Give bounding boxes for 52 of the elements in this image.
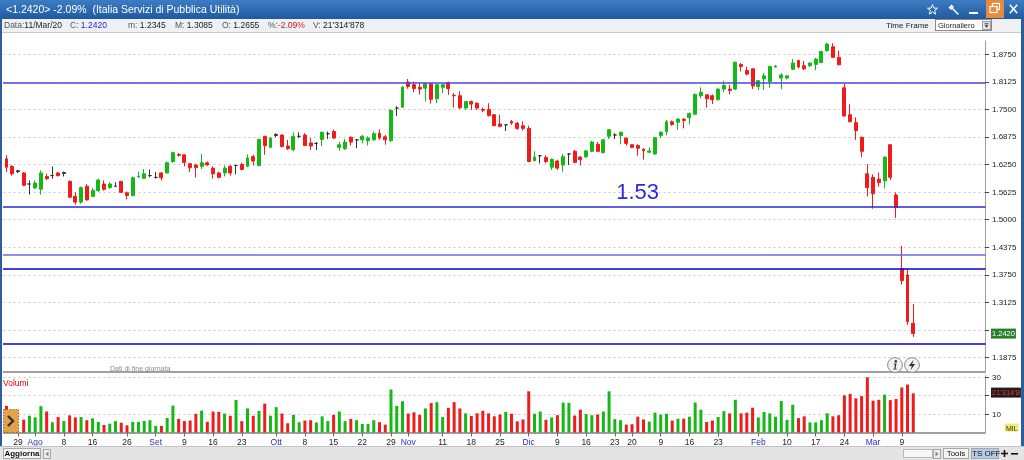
y-tick-label: 1.5625 <box>992 187 1018 197</box>
x-tick-label: 29 <box>13 437 23 447</box>
y-tick-label: 1.8125 <box>992 77 1018 87</box>
x-tick-label: 20 <box>627 437 638 447</box>
y-tick-label: 1.3750 <box>992 270 1018 280</box>
y-tick-label: 1.4375 <box>992 242 1018 252</box>
x-tick-label: 8 <box>302 437 308 447</box>
x-tick-label: 9 <box>658 437 664 447</box>
x-tick-label: Set <box>149 437 163 447</box>
x-tick-label: 17 <box>810 437 821 447</box>
x-tick-label: 8 <box>61 437 67 447</box>
y-tick-label: 1.3125 <box>992 297 1018 307</box>
button: Tools <box>943 448 969 459</box>
x-tick-label: Dic <box>522 437 536 447</box>
x-tick-label: 10 <box>782 437 792 447</box>
button: TS OFF <box>971 448 999 459</box>
y-tick-label: 1.6250 <box>992 160 1018 170</box>
ref-line-label: 1.53 <box>616 179 659 204</box>
x-tick-label: 22 <box>357 437 368 447</box>
x-tick-label: 23 <box>237 437 247 447</box>
y-tick-label: 1.8750 <box>992 49 1018 59</box>
text: Time Frame <box>886 20 929 31</box>
x-tick-label: 16 <box>87 437 98 447</box>
x-tick-label: 9 <box>555 437 561 447</box>
button: Aggiorna <box>3 448 41 459</box>
y-tick-label: 1.1875 <box>992 353 1018 363</box>
y-tick-label: 1.6875 <box>992 132 1018 142</box>
x-tick-label: 29 <box>386 437 396 447</box>
y-tick-label: 30 <box>992 372 1002 382</box>
x-tick-label: 25 <box>495 437 506 447</box>
x-tick-label: 16 <box>208 437 219 447</box>
y-tick-label: 1.7500 <box>992 104 1018 114</box>
x-tick-label: 24 <box>839 437 850 447</box>
y-tick-label: 10 <box>992 409 1002 419</box>
x-tick-label: 23 <box>713 437 724 447</box>
x-tick-label: 16 <box>684 437 695 447</box>
text: Data:11/Mar/20 C: 1.2420 m: 1.2345 M: 1.3085 O: 1.2655 %:-2.09% V: 21'314'878 <box>4 20 365 30</box>
chart-title: <1.2420> -2.09% (Italia Servizi di Pubblica Utilità) <box>6 3 240 16</box>
x-tick-label: 18 <box>466 437 477 447</box>
x-tick-label: Feb <box>750 437 766 447</box>
chart-title: Volumi <box>3 377 29 388</box>
x-tick-label: 23 <box>610 437 620 447</box>
x-tick-label: 16 <box>581 437 592 447</box>
x-tick-label: 9 <box>182 437 188 447</box>
x-tick-label: 11 <box>438 437 448 447</box>
x-tick-label: Ott <box>270 437 283 447</box>
x-tick-label: Mar <box>865 437 881 447</box>
y-tick-label: 1.5000 <box>992 215 1018 225</box>
x-tick-label: 9 <box>899 437 905 447</box>
x-tick-label: 26 <box>122 437 132 447</box>
x-tick-label: Nov <box>400 437 417 447</box>
x-tick-label: 15 <box>328 437 339 447</box>
